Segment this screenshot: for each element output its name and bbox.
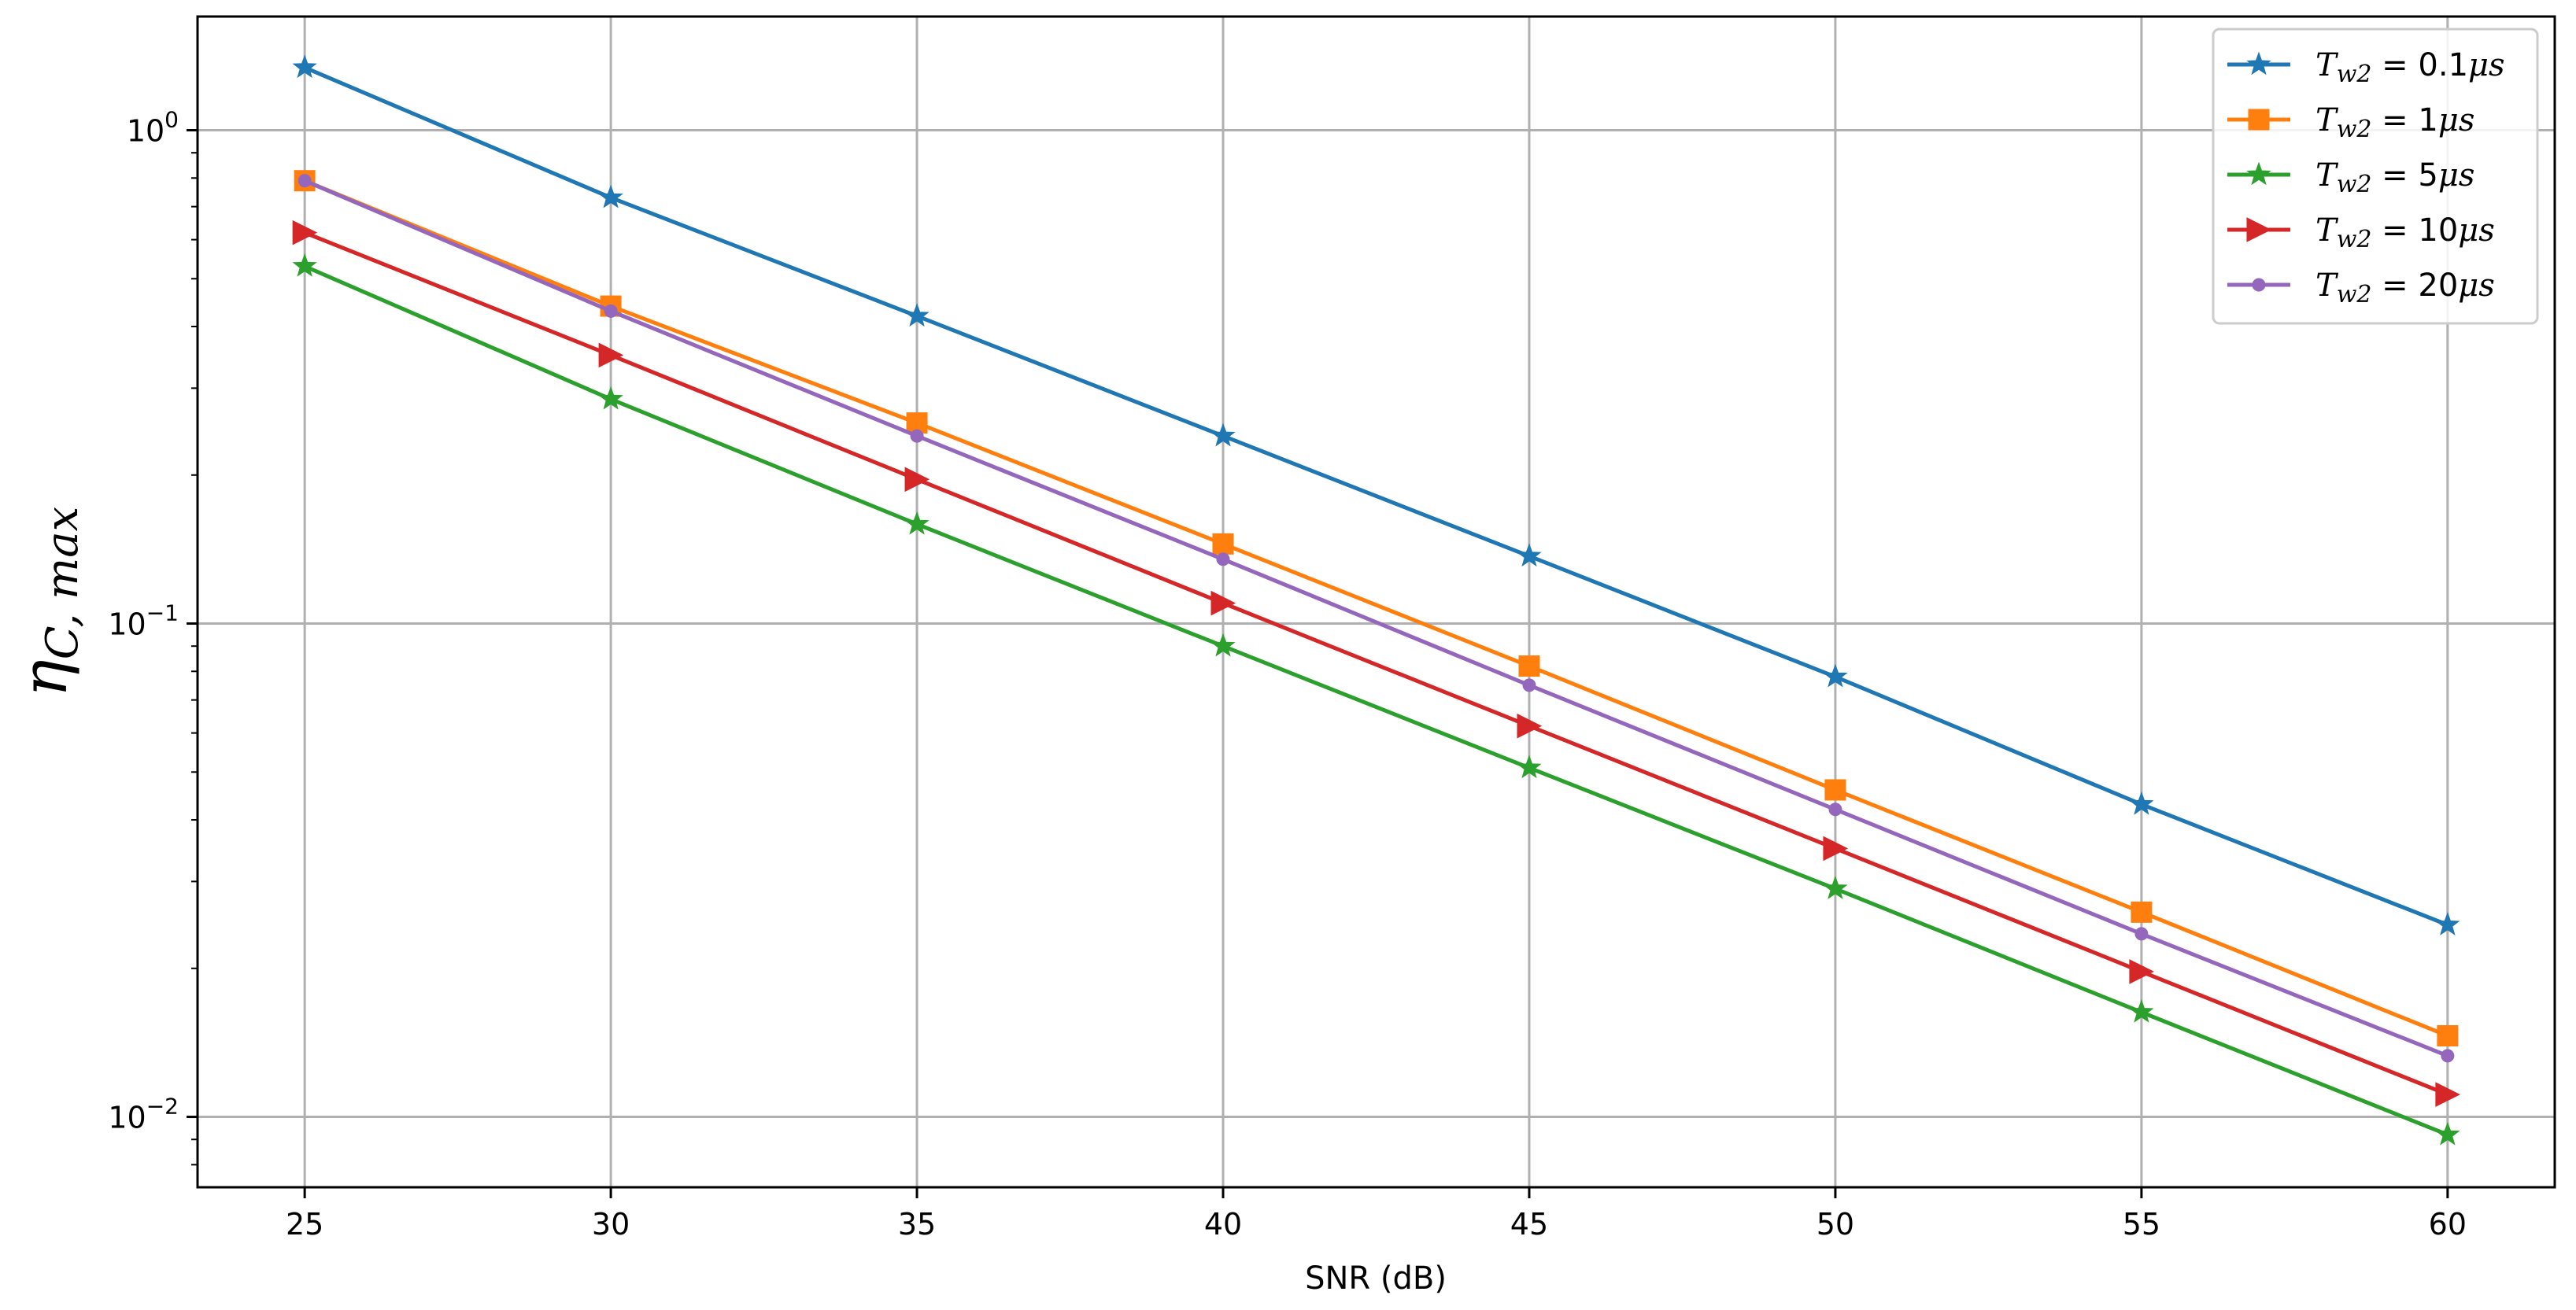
triangle-right-marker: [2129, 959, 2155, 984]
square-marker: [1212, 533, 1234, 555]
square-marker: [2131, 901, 2153, 923]
y-axis-label-subscript: C, max: [37, 507, 88, 660]
square-marker: [2437, 1024, 2459, 1046]
star-marker: [292, 54, 317, 79]
square-marker: [2248, 109, 2270, 131]
circle-marker: [298, 174, 312, 188]
circle-marker: [2252, 278, 2266, 292]
legend-entry: Tw2 = 10μs: [2227, 212, 2495, 253]
legend-label: Tw2 = 10μs: [2315, 212, 2495, 253]
triangle-right-marker: [2246, 217, 2272, 242]
circle-marker: [604, 304, 618, 318]
star-marker: [904, 303, 930, 327]
square-marker: [1824, 779, 1846, 801]
series-2: [294, 170, 2459, 1046]
y-tick-label: 10−1: [108, 600, 179, 642]
circle-marker: [1828, 803, 1842, 817]
triangle-right-marker: [598, 342, 624, 368]
square-marker: [1518, 655, 1540, 677]
legend-label: Tw2 = 20μs: [2315, 268, 2495, 308]
x-tick-label: 50: [1817, 1207, 1854, 1242]
y-axis-ticks: 100 10−1 10−2: [108, 106, 198, 1166]
circle-marker: [910, 429, 924, 443]
star-marker: [1517, 755, 1542, 779]
star-marker: [904, 511, 930, 535]
star-marker: [2246, 161, 2271, 186]
x-tick-label: 60: [2429, 1207, 2467, 1242]
svg-text:ηC, max: ηC, max: [8, 507, 88, 697]
plot-frame: [196, 15, 2556, 1189]
star-marker: [1210, 633, 1236, 657]
star-marker: [598, 184, 623, 208]
x-tick-label: 35: [898, 1207, 936, 1242]
legend-entry: Tw2 = 20μs: [2227, 268, 2495, 308]
circle-marker: [2441, 1049, 2455, 1063]
circle-marker: [1216, 552, 1230, 566]
series-3: [292, 253, 2460, 1146]
y-axis-label-symbol: η: [8, 659, 81, 697]
legend: Tw2 = 0.1μs Tw2 = 1μs Tw2 = 5μs Tw2 = 10μs T…: [2212, 28, 2539, 325]
series-line: [304, 264, 2448, 1137]
series-layer: [292, 54, 2460, 1146]
x-axis-label: SNR (dB): [1305, 1260, 1447, 1297]
triangle-right-marker: [292, 220, 318, 245]
star-marker: [598, 386, 623, 410]
star-marker: [1823, 876, 1848, 899]
series-line: [304, 231, 2448, 1097]
x-axis-ticks: 25 30 35 40 45 50 55 60: [286, 1187, 2467, 1242]
x-tick-label: 40: [1204, 1207, 1242, 1242]
series-line: [304, 65, 2448, 927]
star-marker: [2246, 51, 2271, 76]
x-tick-label: 45: [1510, 1207, 1548, 1242]
series-line: [304, 179, 2448, 1038]
y-axis-label: ηC, max: [8, 507, 88, 697]
x-tick-label: 30: [592, 1207, 630, 1242]
star-marker: [2129, 999, 2154, 1023]
triangle-right-marker: [904, 467, 930, 493]
y-tick-label: 10−2: [108, 1094, 179, 1135]
triangle-right-marker: [1210, 590, 1236, 616]
star-marker: [2435, 912, 2460, 935]
circle-marker: [2134, 927, 2149, 941]
triangle-right-marker: [2435, 1082, 2460, 1107]
legend-label: Tw2 = 1μs: [2315, 102, 2474, 143]
legend-label: Tw2 = 5μs: [2315, 157, 2474, 198]
legend-box: [2212, 28, 2539, 325]
y-tick-label: 100: [127, 106, 179, 148]
star-marker: [1517, 543, 1542, 567]
star-marker: [2129, 791, 2154, 815]
series-5: [298, 174, 2455, 1063]
series-4: [292, 220, 2460, 1107]
x-tick-label: 55: [2123, 1207, 2160, 1242]
legend-entry: Tw2 = 1μs: [2227, 102, 2474, 143]
legend-label: Tw2 = 0.1μs: [2315, 47, 2505, 88]
legend-entry: Tw2 = 0.1μs: [2227, 47, 2505, 88]
x-tick-label: 25: [286, 1207, 323, 1242]
grid: [198, 17, 2555, 1187]
star-marker: [1210, 423, 1236, 447]
triangle-right-marker: [1517, 713, 1543, 739]
star-marker: [292, 253, 317, 277]
series-1: [292, 54, 2460, 935]
triangle-right-marker: [1823, 836, 1849, 862]
series-line: [304, 179, 2448, 1058]
circle-marker: [1522, 678, 1536, 692]
star-marker: [1823, 663, 1848, 688]
legend-entry: Tw2 = 5μs: [2227, 157, 2474, 198]
star-marker: [2435, 1121, 2460, 1146]
